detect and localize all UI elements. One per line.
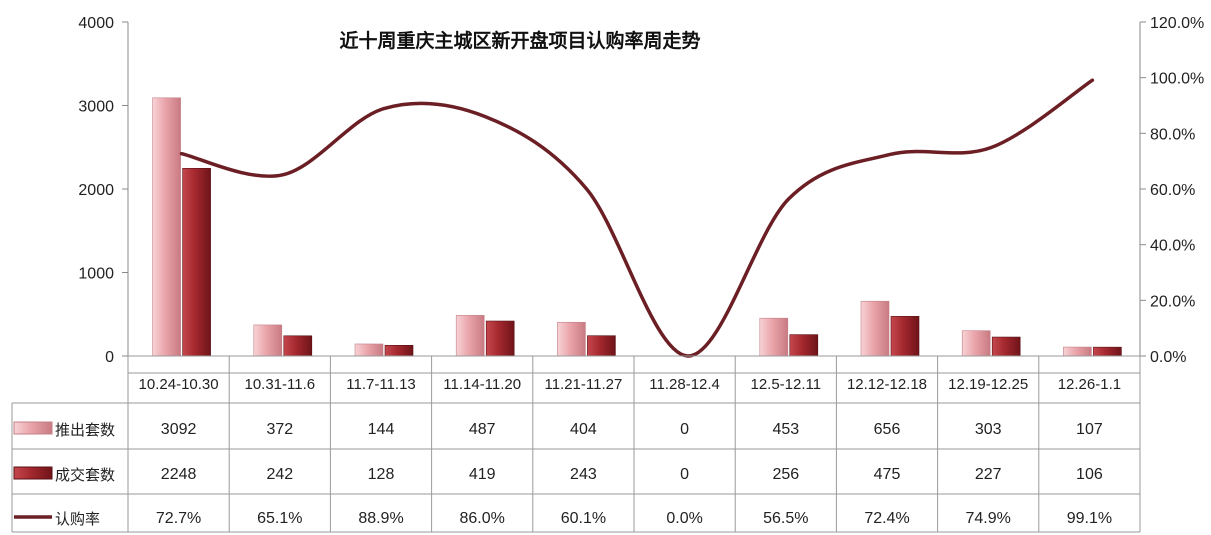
legend-swatch-supply xyxy=(13,421,53,435)
legend-swatch-sold xyxy=(13,466,53,480)
x-tick-label: 12.26-1.1 xyxy=(1058,376,1121,393)
bar xyxy=(1093,346,1122,357)
bar xyxy=(1063,346,1092,357)
legend-label-supply: 推出套数 xyxy=(55,421,115,439)
table-cell: 453 xyxy=(772,421,799,438)
x-tick-label: 12.5-12.11 xyxy=(750,376,821,393)
table-cell: 106 xyxy=(1076,466,1103,483)
bar xyxy=(557,321,586,357)
x-tick-label: 10.24-10.30 xyxy=(139,376,219,393)
table-cell: 487 xyxy=(469,421,496,438)
table-cell: 72.4% xyxy=(864,510,909,527)
table-cell: 86.0% xyxy=(460,510,505,527)
bar xyxy=(991,336,1021,357)
table-cell: 475 xyxy=(874,466,901,483)
table-cell: 404 xyxy=(570,421,597,438)
table-cell: 242 xyxy=(266,466,293,483)
table-cell: 88.9% xyxy=(358,510,403,527)
table-cell: 656 xyxy=(874,421,901,438)
table-cell: 144 xyxy=(368,421,395,438)
y-right-tick-label: 80.0% xyxy=(1150,126,1195,143)
x-tick-label: 10.31-11.6 xyxy=(244,376,315,393)
table-cell: 419 xyxy=(469,466,496,483)
table-cell: 72.7% xyxy=(156,510,201,527)
table-cell: 0 xyxy=(680,466,689,483)
bar xyxy=(455,315,485,357)
bar xyxy=(890,316,920,357)
rate-line-path xyxy=(179,78,1095,358)
table-cell: 74.9% xyxy=(966,510,1011,527)
bar xyxy=(961,330,991,357)
table-cell: 227 xyxy=(975,466,1002,483)
axes: 0 1000 2000 3000 4000 0.0% 20.0% 40.0% 60.0% 80.0… xyxy=(78,15,1204,366)
legend-label-sold: 成交套数 xyxy=(55,466,115,484)
bar xyxy=(759,317,789,357)
x-tick-label: 12.12-12.18 xyxy=(847,376,927,393)
x-tick-label: 11.7-11.13 xyxy=(346,376,416,393)
x-tick-label: 11.14-11.20 xyxy=(443,376,521,393)
x-tick-label: 11.28-12.4 xyxy=(649,376,720,393)
bar xyxy=(384,345,414,357)
bar xyxy=(860,300,890,357)
table-cell: 99.1% xyxy=(1067,510,1112,527)
legend-label-rate: 认购率 xyxy=(55,510,100,528)
bar xyxy=(283,335,313,357)
rate-line xyxy=(179,78,1095,358)
bar xyxy=(182,167,211,357)
bar xyxy=(152,97,181,357)
table-cell: 0.0% xyxy=(666,510,702,527)
y-left-tick-label: 3000 xyxy=(78,99,114,116)
table-cell: 372 xyxy=(266,421,293,438)
chart-title: 近十周重庆主城区新开盘项目认购率周走势 xyxy=(339,29,700,52)
table-cell: 243 xyxy=(570,466,597,483)
table-cell: 3092 xyxy=(161,421,197,438)
y-left-tick-label: 2000 xyxy=(78,182,114,199)
bar xyxy=(789,334,819,357)
bar xyxy=(354,343,384,357)
data-table: 10.24-10.30 10.31-11.6 11.7-11.13 11.14-11.… xyxy=(11,355,1141,533)
y-right-tick-label: 120.0% xyxy=(1150,15,1204,32)
bar xyxy=(253,324,283,357)
y-right-tick-label: 40.0% xyxy=(1150,238,1195,255)
table-cell: 0 xyxy=(680,421,689,438)
bar xyxy=(587,335,616,357)
table-cell: 303 xyxy=(975,421,1002,438)
x-tick-label: 11.21-11.27 xyxy=(544,376,622,393)
table-cell: 107 xyxy=(1076,421,1103,438)
table-cell: 128 xyxy=(368,466,395,483)
y-left-tick-label: 1000 xyxy=(78,266,114,283)
table-cell: 56.5% xyxy=(763,510,808,527)
table-cell: 65.1% xyxy=(257,510,302,527)
y-right-tick-label: 20.0% xyxy=(1150,293,1195,310)
y-right-tick-label: 100.0% xyxy=(1150,71,1204,88)
table-cell: 60.1% xyxy=(561,510,606,527)
bar xyxy=(485,320,515,357)
y-right-tick-label: 0.0% xyxy=(1150,349,1186,366)
y-left-tick-label: 4000 xyxy=(78,15,114,32)
x-tick-label: 12.19-12.25 xyxy=(948,376,1028,393)
y-left-tick-label: 0 xyxy=(105,349,114,366)
table-cell: 2248 xyxy=(161,466,197,483)
y-right-tick-label: 60.0% xyxy=(1150,182,1195,199)
bars xyxy=(152,97,1122,357)
table-cell: 256 xyxy=(772,466,799,483)
